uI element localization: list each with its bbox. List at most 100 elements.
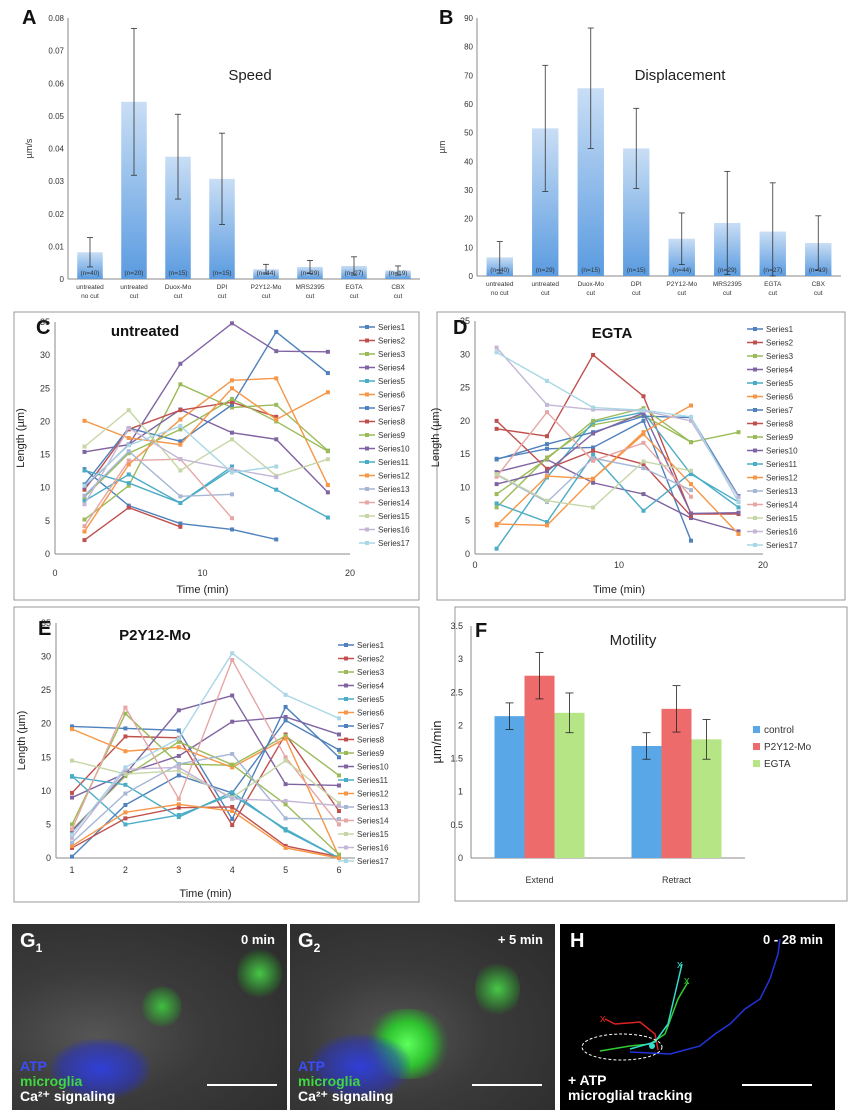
panel-g1-time: 0 min	[241, 932, 275, 947]
series-point	[336, 773, 341, 778]
series-line	[496, 351, 740, 503]
y-tick-label: 0.5	[450, 820, 463, 830]
series-point	[230, 809, 235, 813]
series-point	[230, 657, 235, 662]
series-point	[641, 459, 646, 464]
n-label: (n=19)	[809, 267, 828, 274]
bar	[631, 745, 662, 858]
series-point	[230, 396, 234, 401]
series-point	[123, 711, 128, 716]
legend-entry: Series12	[378, 472, 410, 481]
series-line	[71, 759, 340, 804]
legend-ca-signaling: Ca²⁺ signaling	[298, 1088, 394, 1104]
y-tick-label: 0.02	[48, 210, 64, 219]
series-point	[689, 440, 693, 445]
series-point	[325, 449, 330, 454]
series-line	[71, 733, 340, 827]
series-point	[336, 856, 341, 860]
x-tick-label: MRS2395	[296, 284, 325, 291]
legend-marker	[365, 487, 369, 491]
series-point	[70, 835, 75, 840]
series-point	[123, 791, 128, 796]
chart-title: EGTA	[592, 325, 633, 342]
legend-entry: Series13	[766, 487, 798, 496]
y-axis-label: Length (µm)	[15, 408, 27, 468]
x-tick-label: 1	[70, 865, 75, 875]
series-point	[283, 843, 288, 848]
microglia-cell	[142, 984, 182, 1029]
series-point	[494, 501, 499, 506]
series-point	[283, 718, 288, 723]
chart-frame	[454, 606, 848, 902]
series-point	[641, 414, 646, 419]
panel-g2-letter: G2	[298, 930, 321, 955]
x-tick-label: 5	[283, 865, 288, 875]
y-tick-label: 15	[41, 752, 51, 762]
series-point	[230, 817, 235, 822]
series-point	[70, 840, 75, 845]
series-point	[178, 382, 183, 387]
legend-marker	[365, 500, 369, 505]
series-point	[494, 350, 499, 355]
x-axis-label: Time (min)	[176, 584, 228, 596]
series-line	[84, 383, 329, 521]
series-point	[736, 532, 741, 537]
series-point	[82, 418, 87, 423]
n-label: (n=40)	[81, 270, 100, 277]
y-tick-label: 1.5	[450, 754, 463, 764]
x-axis-label: Time (min)	[593, 584, 645, 596]
legend-entry: Series11	[378, 458, 410, 467]
series-point	[591, 452, 596, 457]
series-point	[70, 829, 75, 834]
n-label: (n=29)	[718, 267, 737, 274]
legend-entry: Series8	[357, 736, 385, 745]
series-point	[336, 755, 341, 760]
track-endpoint: x	[677, 959, 683, 971]
series-point	[689, 494, 693, 499]
series-point	[70, 727, 75, 732]
series-point	[494, 492, 499, 497]
series-line	[84, 450, 233, 498]
y-tick-label: 25	[40, 383, 50, 393]
series-point	[274, 464, 279, 469]
series-point	[494, 345, 499, 350]
series-point	[336, 747, 341, 752]
series-point	[545, 402, 549, 407]
y-tick-label: 0	[45, 549, 50, 559]
series-point	[230, 804, 235, 809]
y-tick-label: 10	[460, 482, 470, 492]
series-point	[494, 472, 499, 477]
series-line	[71, 776, 340, 859]
y-tick-label: 25	[460, 383, 470, 393]
panel-e: E P2Y12-Mo Time (min) Length (µm) 0 5 10 15 20 25…	[0, 605, 425, 905]
n-label: (n=27)	[345, 270, 364, 277]
series-point	[494, 457, 499, 462]
legend-marker	[344, 778, 348, 782]
series-point	[283, 782, 288, 787]
y-axis-label: Length (µm)	[16, 711, 28, 771]
x-tick-label: 2	[123, 865, 128, 875]
series-point	[82, 498, 87, 503]
legend-marker	[753, 394, 757, 399]
series-line	[84, 465, 233, 504]
legend-entry: Series4	[766, 366, 794, 375]
series-point	[283, 758, 288, 763]
series-point	[176, 739, 181, 744]
legend-entry: Series5	[766, 379, 794, 388]
series-point	[230, 823, 235, 828]
series-point	[176, 736, 181, 741]
series-point	[325, 349, 330, 354]
chart-title: untreated	[111, 323, 179, 340]
tracking-paths: x x x	[581, 938, 781, 1061]
track-endpoint: x	[600, 1013, 606, 1025]
series-point	[283, 733, 288, 738]
x-tick-label: P2Y12-Mo	[251, 284, 282, 291]
chart-frame	[436, 311, 846, 601]
legend-entry: Series4	[378, 364, 406, 373]
x-tick-label: 6	[336, 865, 341, 875]
y-tick-label: 20	[464, 215, 473, 224]
panel-letter: E	[38, 618, 51, 640]
legend-marker	[344, 710, 348, 715]
series-point	[123, 749, 128, 754]
legend-entry: Series16	[766, 528, 798, 537]
